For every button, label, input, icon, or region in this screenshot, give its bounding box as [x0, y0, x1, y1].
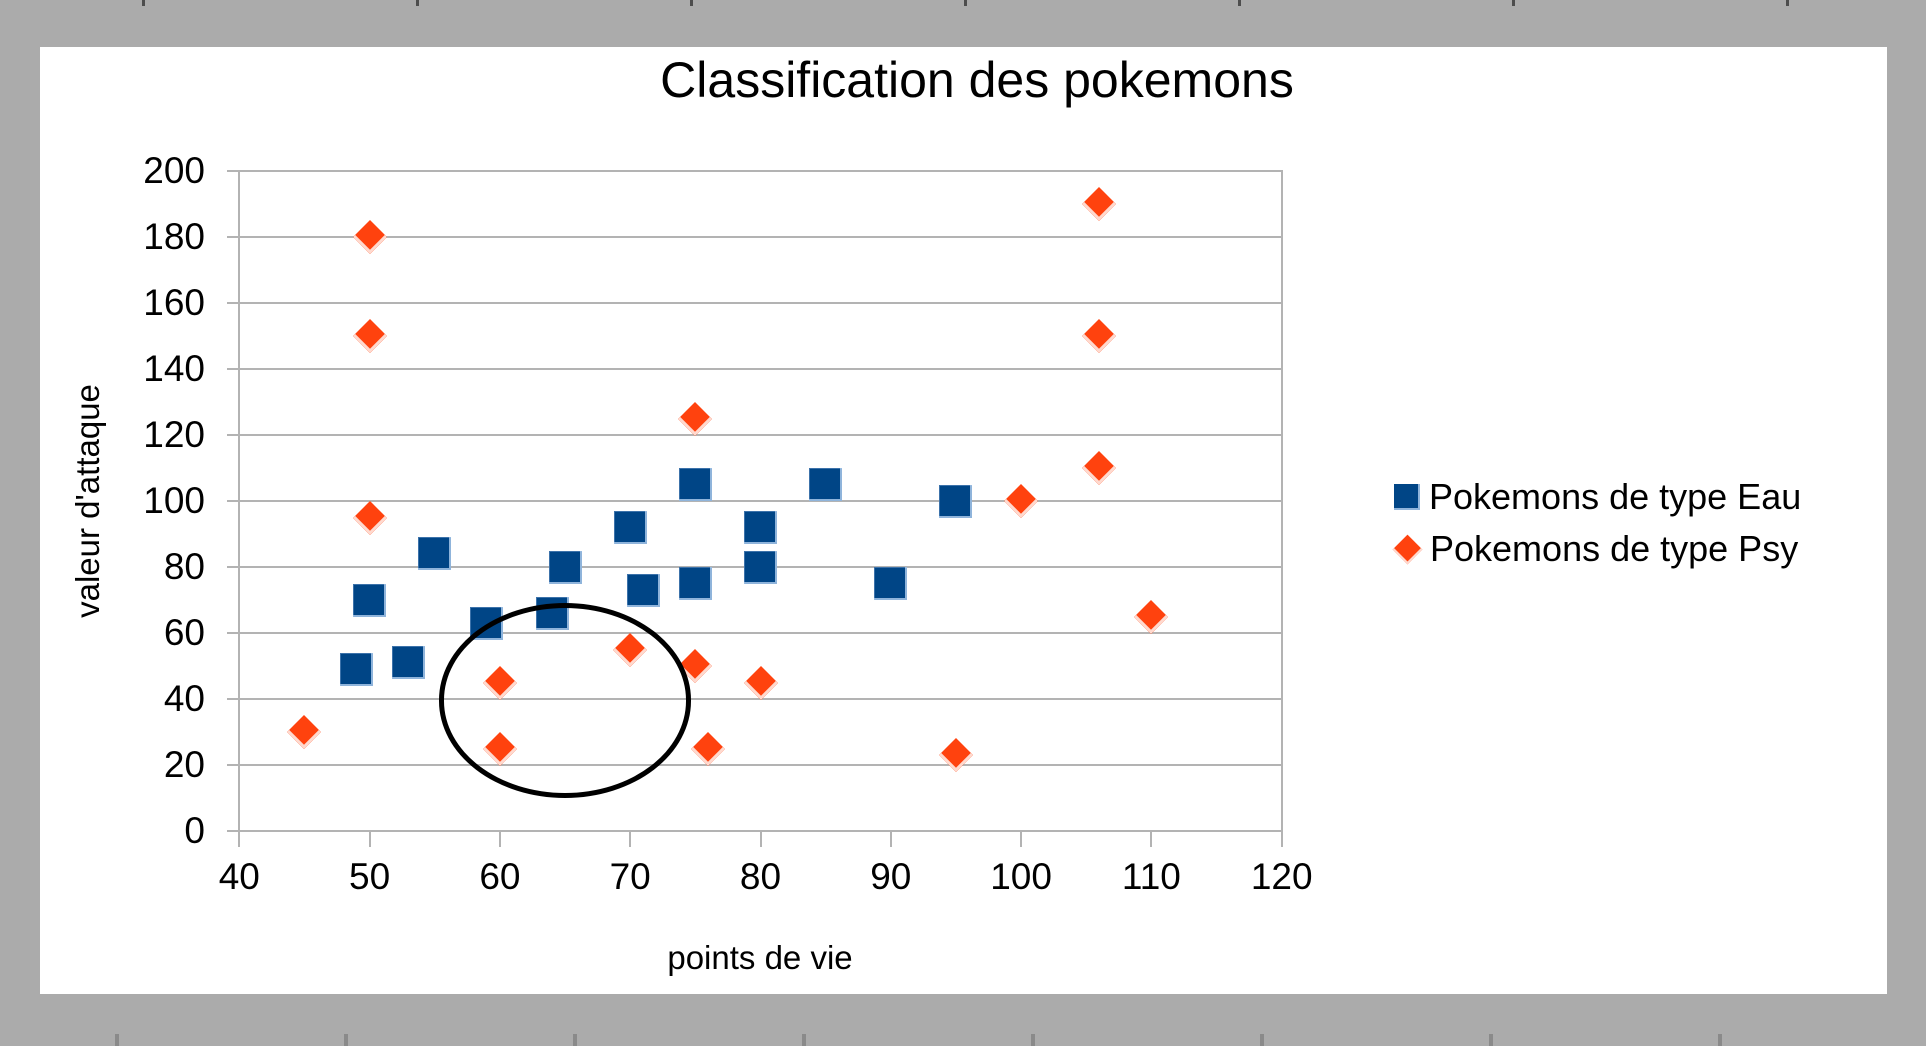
y-gridline: [239, 170, 1282, 172]
data-point-eau[interactable]: [678, 468, 712, 501]
grid-edge-mark: [802, 1034, 806, 1046]
y-axis-tick: [227, 566, 240, 568]
y-axis-tick: [227, 632, 240, 634]
y-tick-label: 120: [143, 414, 205, 455]
legend-diamond-icon: [1392, 534, 1423, 564]
data-point-eau[interactable]: [744, 550, 777, 584]
x-axis-tick: [238, 831, 241, 847]
y-axis-line: [238, 170, 241, 832]
x-axis-tick: [1150, 831, 1153, 847]
y-tick-label: 40: [163, 678, 205, 719]
y-tick-label: 20: [163, 744, 205, 785]
plot-right-border: [1280, 170, 1283, 832]
x-axis-tick: [1020, 831, 1023, 847]
y-axis-tick: [227, 500, 240, 502]
legend-entry-eau[interactable]: Pokemons de type Eau: [1394, 477, 1801, 517]
grid-edge-mark: [1238, 0, 1241, 6]
data-point-eau[interactable]: [392, 646, 426, 680]
data-point-eau[interactable]: [418, 537, 452, 571]
y-gridline: [239, 302, 1282, 304]
grid-edge-mark: [344, 1034, 348, 1046]
y-gridline: [239, 236, 1282, 238]
y-axis-tick: [227, 302, 240, 304]
grid-edge-mark: [964, 0, 967, 6]
grid-edge-mark: [416, 0, 419, 6]
grid-edge-mark: [1260, 1034, 1264, 1046]
y-tick-label: 180: [143, 216, 205, 257]
data-point-eau[interactable]: [744, 510, 777, 544]
x-tick-label: 90: [870, 856, 912, 897]
x-tick-label: 120: [1250, 856, 1313, 897]
y-tick-label: 160: [143, 282, 205, 323]
chart-canvas[interactable]: [40, 47, 1887, 994]
x-tick-label: 40: [218, 856, 260, 897]
legend-square-icon: [1394, 484, 1420, 510]
y-axis-tick: [227, 830, 240, 832]
grid-edge-mark: [573, 1034, 577, 1046]
y-tick-label: 200: [143, 150, 205, 191]
y-tick-label: 60: [163, 612, 205, 653]
data-point-eau[interactable]: [874, 567, 908, 600]
grid-edge-mark: [1786, 0, 1789, 6]
y-gridline: [239, 632, 1282, 634]
y-gridline: [239, 368, 1282, 370]
data-point-eau[interactable]: [548, 550, 582, 584]
y-axis-tick: [227, 434, 240, 436]
x-tick-label: 50: [349, 856, 391, 897]
y-gridline: [239, 434, 1282, 436]
data-point-eau[interactable]: [809, 468, 843, 501]
data-point-eau[interactable]: [353, 583, 387, 617]
grid-edge-mark: [1489, 1034, 1493, 1046]
y-tick-label: 0: [184, 810, 205, 851]
data-point-eau[interactable]: [939, 484, 973, 518]
y-axis-tick: [227, 368, 240, 370]
data-point-eau[interactable]: [340, 652, 374, 686]
x-tick-label: 80: [739, 856, 782, 897]
grid-edge-mark: [1718, 1034, 1722, 1046]
data-point-eau[interactable]: [678, 567, 712, 600]
y-axis-tick: [227, 698, 240, 700]
y-gridline: [239, 764, 1282, 766]
y-gridline: [239, 500, 1282, 502]
chart-title[interactable]: Classification des pokemons: [660, 52, 1294, 108]
grid-edge-mark: [115, 1034, 119, 1046]
x-tick-label: 70: [609, 856, 651, 897]
legend-label-eau: Pokemons de type Eau: [1429, 476, 1802, 517]
x-tick-label: 100: [990, 856, 1052, 897]
y-tick-label: 80: [163, 546, 205, 587]
y-axis-tick: [227, 764, 240, 766]
y-tick-label: 140: [143, 348, 205, 389]
grid-edge-mark: [1512, 0, 1515, 6]
annotation-ellipse[interactable]: [438, 603, 692, 798]
x-axis-tick: [498, 831, 501, 847]
grid-edge-mark: [690, 0, 693, 6]
data-point-eau[interactable]: [613, 510, 647, 544]
x-axis-tick: [368, 831, 371, 847]
x-axis-tick: [889, 831, 892, 847]
y-axis-tick: [227, 170, 240, 172]
grid-edge-mark: [142, 0, 145, 6]
x-tick-label: 60: [479, 856, 521, 897]
grid-edge-mark: [1031, 1034, 1035, 1046]
x-tick-label: 110: [1121, 856, 1181, 897]
y-tick-label: 100: [143, 480, 205, 521]
x-axis-tick: [629, 831, 632, 847]
data-point-eau[interactable]: [626, 573, 660, 607]
legend-label-psy: Pokemons de type Psy: [1430, 528, 1799, 569]
x-axis-tick: [759, 831, 762, 847]
y-axis-title: valeur d'attaque: [69, 384, 106, 618]
x-axis-title: points de vie: [667, 939, 853, 976]
x-axis-tick: [1280, 831, 1283, 847]
legend-entry-psy[interactable]: Pokemons de type Psy: [1392, 528, 1799, 569]
y-axis-tick: [227, 236, 240, 238]
